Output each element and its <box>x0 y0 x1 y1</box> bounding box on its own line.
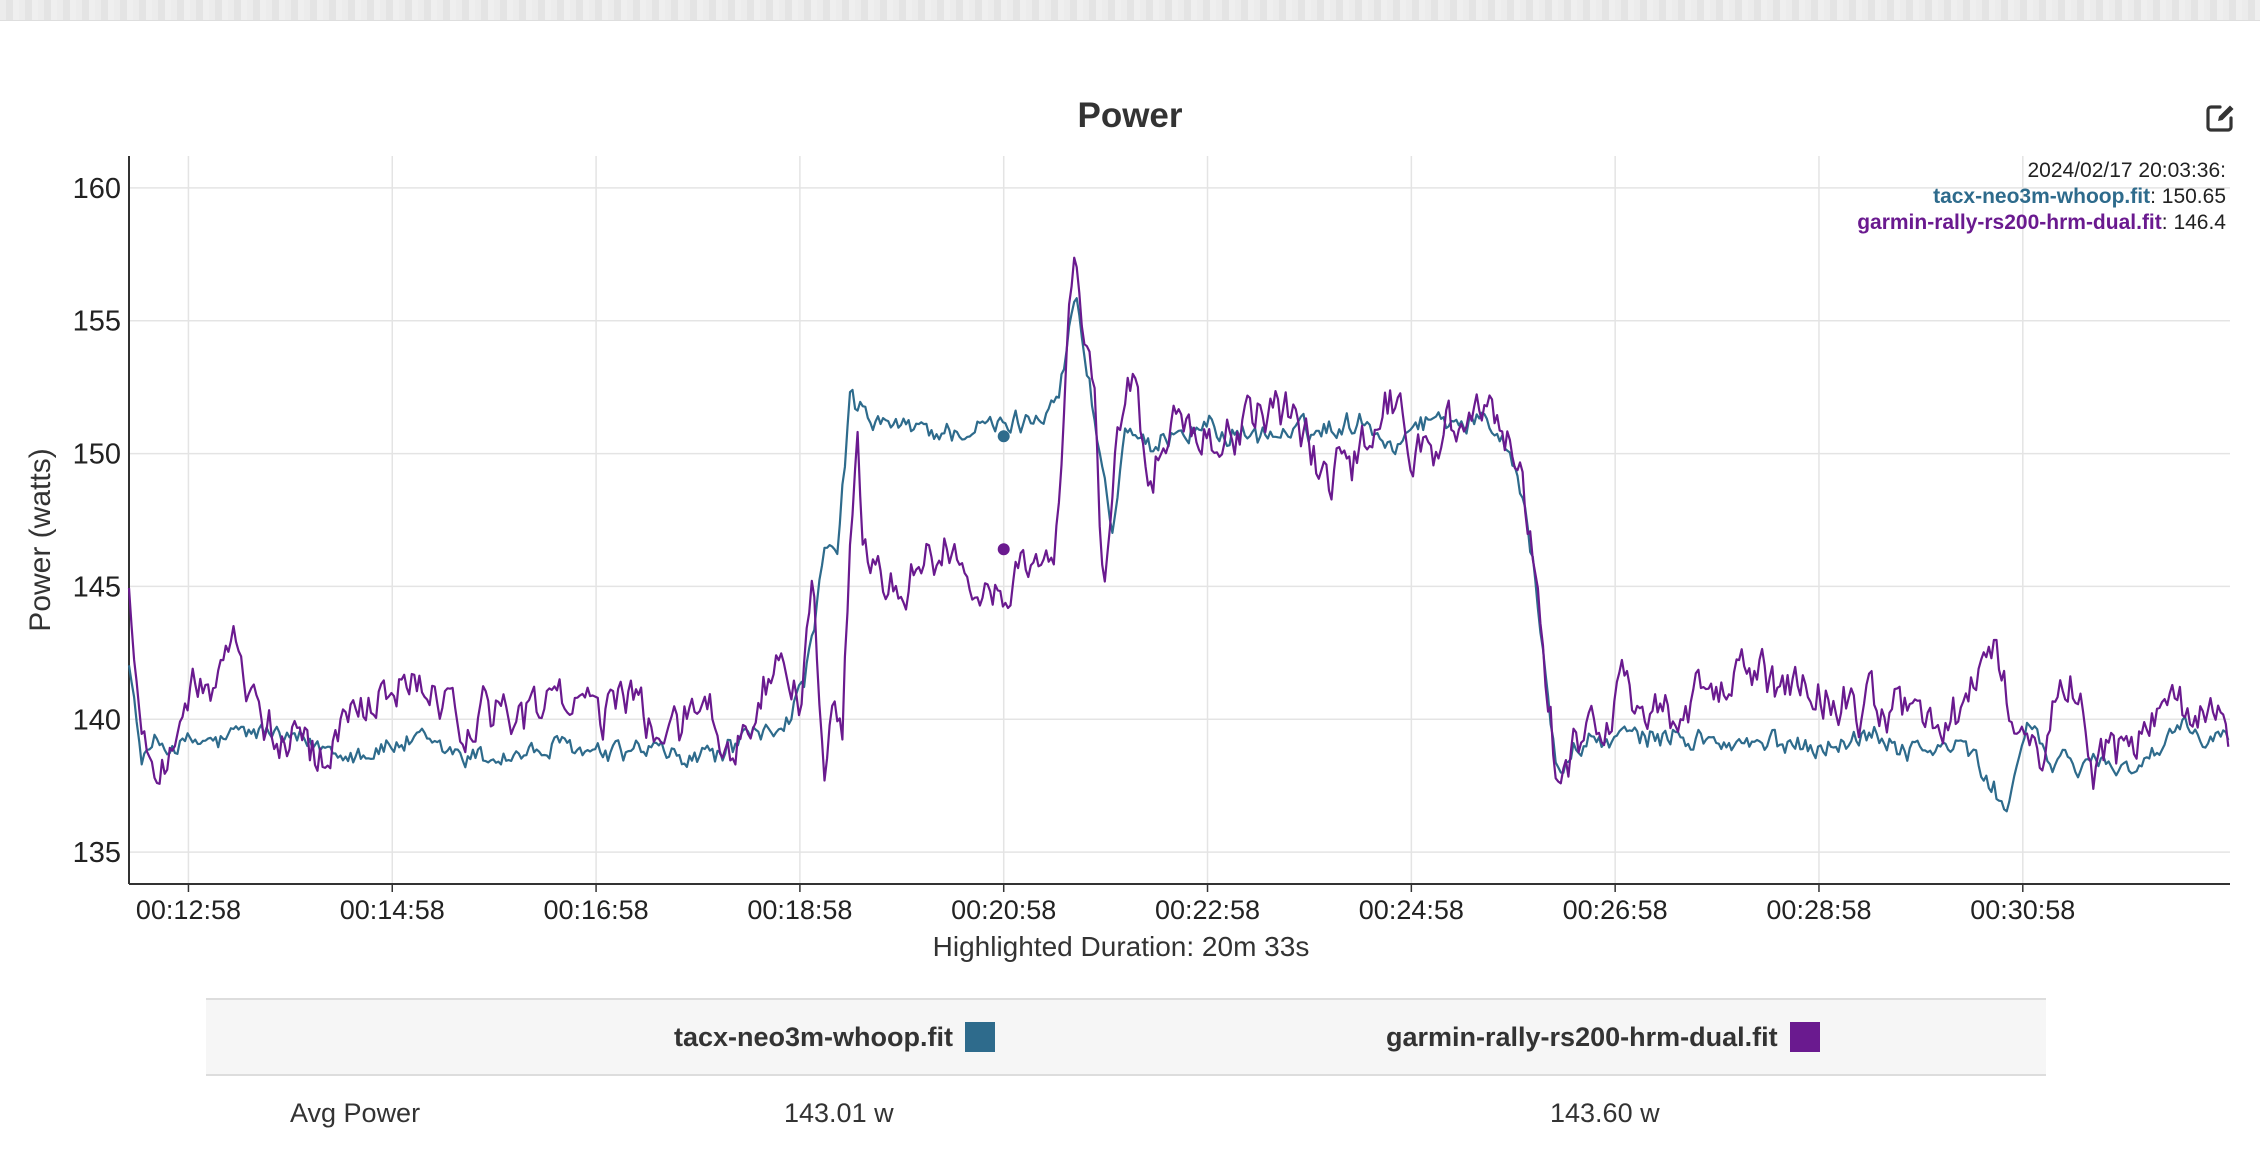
edit-icon[interactable] <box>2204 102 2236 134</box>
y-tick-labels: 135 140 145 150 155 160 <box>73 173 121 869</box>
hover-marker <box>997 543 1010 556</box>
y-tick-label: 160 <box>73 173 121 205</box>
series-line <box>127 256 2230 790</box>
column-header-garmin: garmin-rally-rs200-hrm-dual.fit <box>1386 1000 1820 1074</box>
y-tick-label: 150 <box>73 439 121 471</box>
y-tick-label: 135 <box>73 837 121 869</box>
column-header-label: garmin-rally-rs200-hrm-dual.fit <box>1386 1021 1778 1052</box>
series-color-swatch <box>965 1022 996 1052</box>
tooltip-separator: : <box>2162 211 2174 234</box>
row-label: Avg Power <box>290 1097 421 1128</box>
x-tick-label: 00:12:58 <box>136 895 241 925</box>
top-background-strip <box>0 0 2260 21</box>
y-axis-label: Power (watts) <box>24 448 57 631</box>
avg-power-garmin: 143.60 w <box>1550 1097 1660 1128</box>
series-lines <box>127 256 2230 813</box>
x-tick-label: 00:16:58 <box>544 895 649 925</box>
summary-header: tacx-neo3m-whoop.fit garmin-rally-rs200-… <box>206 998 2046 1076</box>
y-tick-label: 140 <box>73 704 121 736</box>
series-line <box>127 297 2230 813</box>
x-tick-label: 00:14:58 <box>340 895 445 925</box>
hover-marker <box>997 430 1010 443</box>
tooltip-separator: : <box>2150 185 2162 208</box>
x-tick-labels: 00:12:58 00:14:58 00:16:58 00:18:58 00:20:58… <box>136 895 2075 925</box>
x-tick-label: 00:24:58 <box>1359 895 1464 925</box>
tooltip-series-name: garmin-rally-rs200-hrm-dual.fit <box>1857 211 2162 234</box>
x-tick-label: 00:28:58 <box>1766 895 1871 925</box>
axes <box>128 156 2230 885</box>
x-tick-label: 00:30:58 <box>1970 895 2075 925</box>
power-chart: 135 140 145 150 155 160 00:12:58 00:14:58 00:16… <box>24 156 2230 962</box>
grid-lines <box>129 156 2230 892</box>
column-header-label: tacx-neo3m-whoop.fit <box>674 1021 954 1052</box>
y-tick-label: 145 <box>73 571 121 603</box>
summary-table: tacx-neo3m-whoop.fit garmin-rally-rs200-… <box>206 998 2046 1150</box>
series-color-swatch <box>1789 1022 1820 1052</box>
tooltip-value: 150.65 <box>2162 185 2226 208</box>
x-axis-label: Highlighted Duration: 20m 33s <box>933 931 1310 962</box>
tooltip-entry: garmin-rally-rs200-hrm-dual.fit: 146.4 <box>1857 211 2226 234</box>
tooltip-time: 2024/02/17 20:03:36: <box>2027 159 2226 182</box>
y-tick-label: 155 <box>73 306 121 338</box>
tooltip: 2024/02/17 20:03:36: tacx-neo3m-whoop.fit… <box>1857 159 2226 234</box>
tooltip-series-name: tacx-neo3m-whoop.fit <box>1933 185 2150 208</box>
x-tick-label: 00:18:58 <box>747 895 852 925</box>
hover-markers <box>997 430 1010 556</box>
x-tick-label: 00:22:58 <box>1155 895 1260 925</box>
avg-power-tacx: 143.01 w <box>784 1097 894 1128</box>
x-tick-label: 00:26:58 <box>1563 895 1668 925</box>
column-header-tacx: tacx-neo3m-whoop.fit <box>674 1000 996 1074</box>
table-row: Avg Power 143.01 w 143.60 w <box>206 1076 2046 1150</box>
tooltip-entry: tacx-neo3m-whoop.fit: 150.65 <box>1933 185 2226 208</box>
tooltip-value: 146.4 <box>2173 211 2226 234</box>
chart-title: Power <box>1077 96 1183 135</box>
x-tick-label: 00:20:58 <box>951 895 1056 925</box>
